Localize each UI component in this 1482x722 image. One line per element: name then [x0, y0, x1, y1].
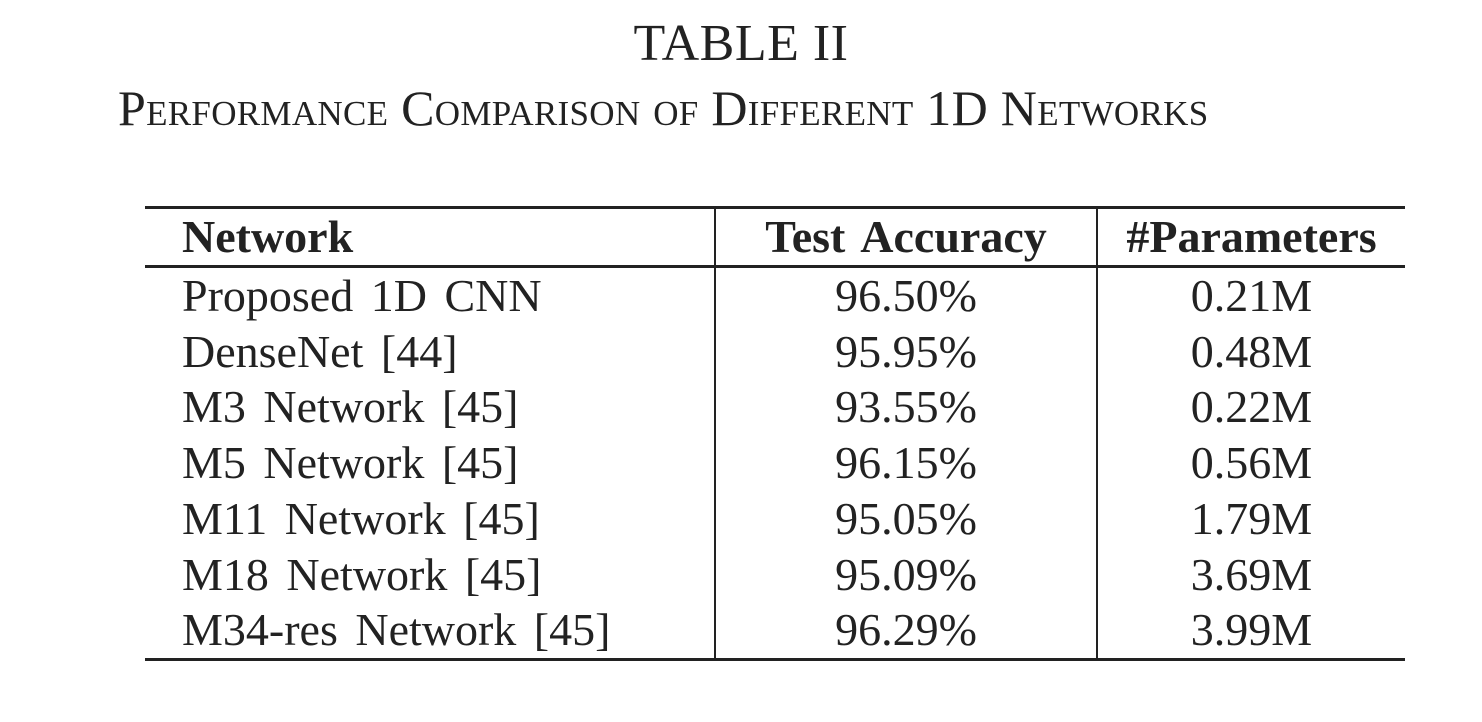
table-header: Network Test Accuracy #Parameters — [145, 207, 1405, 267]
cell-accuracy: 93.55% — [714, 379, 1098, 436]
cell-network: M11 Network [45] — [182, 492, 540, 544]
table-row: M34-res Network [45] 96.29% 3.99M — [145, 602, 1405, 660]
cell-network: M5 Network [45] — [182, 437, 519, 489]
table-label: TABLE II — [633, 15, 849, 72]
cell-accuracy: 96.15% — [714, 435, 1098, 491]
cell-network: Proposed 1D CNN — [182, 270, 542, 321]
cell-network: M34-res Network [45] — [182, 604, 611, 656]
table-row: Proposed 1D CNN 96.50% 0.21M — [145, 266, 1405, 324]
table-row: M18 Network [45] 95.09% 3.69M — [145, 546, 1405, 603]
cell-network: M3 Network [45] — [182, 381, 519, 433]
comparison-table: Network Test Accuracy #Parameters Propos… — [145, 206, 1405, 661]
cell-parameters: 0.22M — [1190, 381, 1313, 433]
table-row: M5 Network [45] 96.15% 0.56M — [145, 435, 1405, 491]
cell-accuracy: 96.50% — [714, 266, 1098, 324]
cell-parameters: 0.48M — [1190, 325, 1313, 377]
cell-parameters: 3.69M — [1190, 548, 1313, 600]
cell-parameters: 1.79M — [1190, 492, 1313, 544]
table-title: Performance Comparison of Different 1D N… — [118, 80, 1209, 136]
cell-parameters: 3.99M — [1190, 604, 1313, 656]
table-row: M11 Network [45] 95.05% 1.79M — [145, 490, 1405, 547]
cell-network: DenseNet [44] — [182, 325, 458, 377]
table-body: Proposed 1D CNN 96.50% 0.21M DenseNet [4… — [145, 266, 1405, 660]
header-parameters: #Parameters — [1126, 211, 1377, 262]
cell-parameters: 0.21M — [1190, 270, 1313, 321]
cell-accuracy: 96.29% — [714, 602, 1098, 660]
cell-accuracy: 95.05% — [714, 490, 1098, 547]
cell-accuracy: 95.09% — [714, 546, 1098, 603]
header-test-accuracy: Test Accuracy — [714, 207, 1098, 267]
cell-accuracy: 95.95% — [714, 323, 1098, 380]
table-row: DenseNet [44] 95.95% 0.48M — [145, 323, 1405, 380]
cell-network: M18 Network [45] — [182, 548, 542, 600]
header-row: Network Test Accuracy #Parameters — [145, 207, 1405, 267]
cell-parameters: 0.56M — [1190, 437, 1313, 489]
header-network: Network — [182, 211, 354, 262]
table-row: M3 Network [45] 93.55% 0.22M — [145, 379, 1405, 436]
